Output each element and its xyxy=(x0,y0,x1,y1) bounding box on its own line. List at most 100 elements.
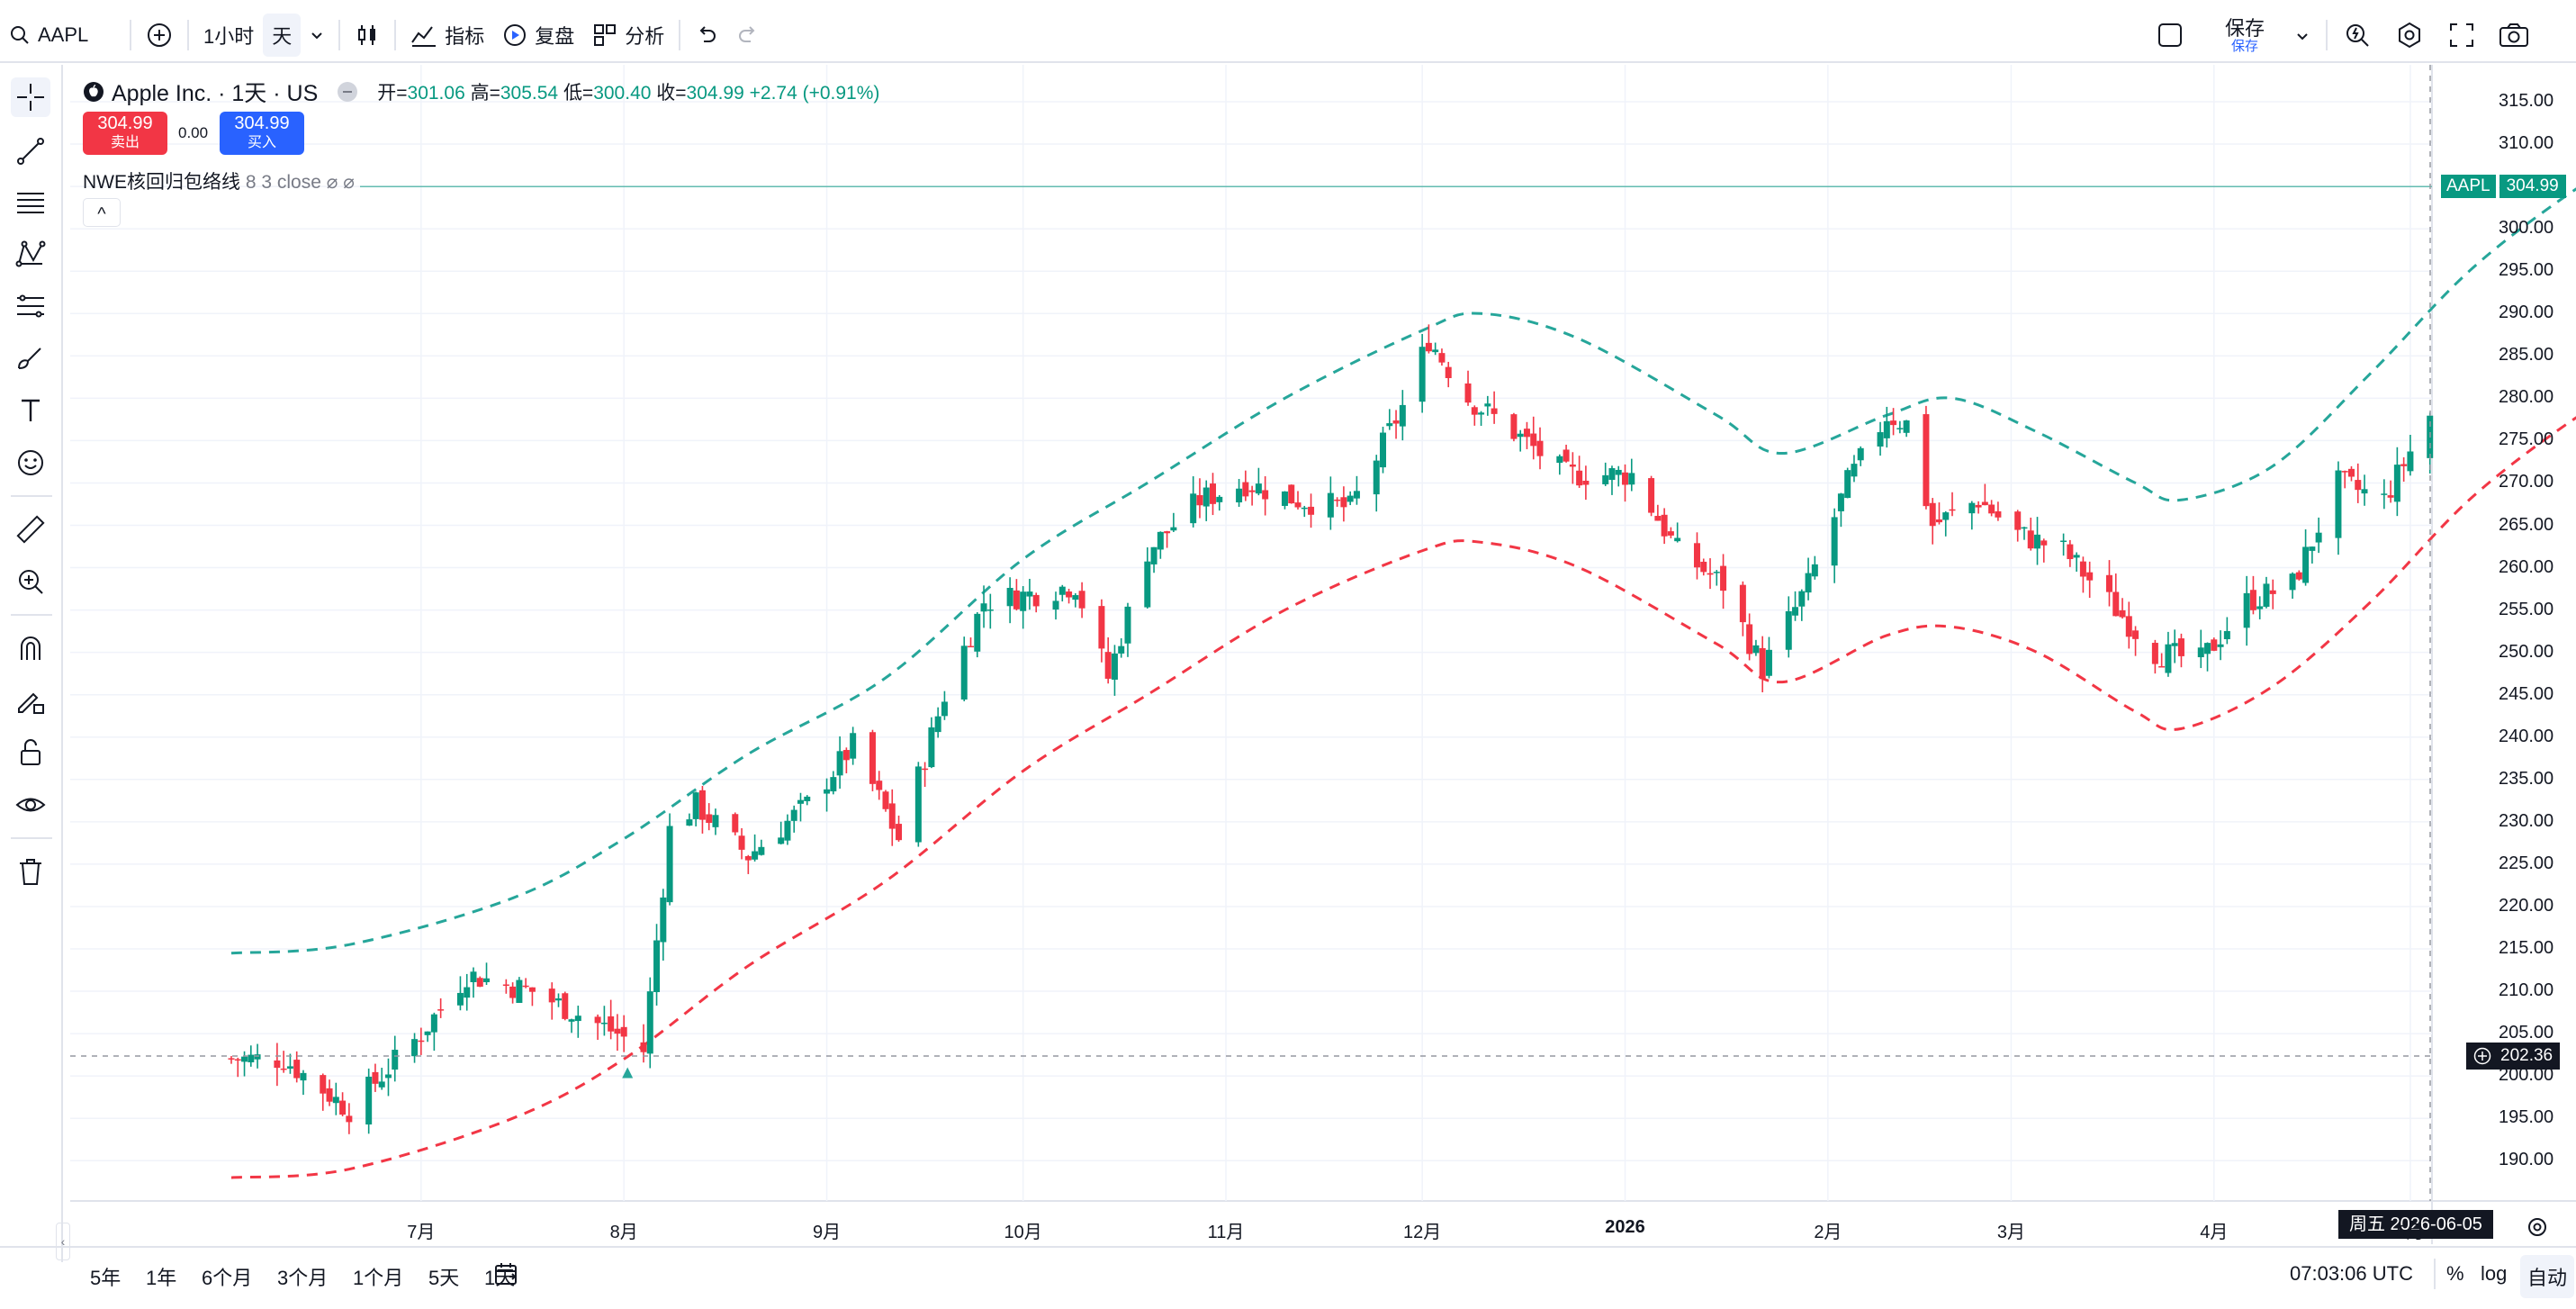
candle-body xyxy=(1929,502,1936,527)
layout-square-icon xyxy=(2157,22,2184,49)
open-label: 开= xyxy=(377,83,408,104)
candle-body xyxy=(797,799,804,804)
interval-dropdown[interactable] xyxy=(301,14,333,57)
indicator-legend[interactable]: NWE核回归包络线 8 3 close ⌀ ⌀ xyxy=(83,167,355,194)
add-alert-icon[interactable] xyxy=(2473,1047,2491,1065)
remove-drawings-tool[interactable] xyxy=(11,852,50,891)
zoom-in-tool[interactable] xyxy=(11,562,50,601)
candle-body xyxy=(234,1059,241,1061)
snapshot-button[interactable] xyxy=(2499,22,2529,49)
horizontal-lines-tool[interactable] xyxy=(11,182,50,221)
save-dropdown[interactable] xyxy=(2295,29,2310,43)
analysis-button[interactable]: 分析 xyxy=(583,14,673,57)
interval-day[interactable]: 天 xyxy=(263,14,302,57)
axis-settings-button[interactable] xyxy=(2526,1215,2549,1239)
price-tick-label: 225.00 xyxy=(2499,853,2554,873)
text-tool[interactable] xyxy=(11,391,50,430)
candle-body xyxy=(2034,534,2041,549)
candle-body xyxy=(1582,480,1590,485)
analysis-icon xyxy=(592,23,617,48)
lock-all-tool[interactable] xyxy=(11,733,50,772)
goto-date-button[interactable] xyxy=(493,1260,520,1287)
range-button[interactable]: 6个月 xyxy=(202,1267,253,1289)
candle-body xyxy=(2315,532,2322,543)
open-value: 301.06 xyxy=(407,83,465,104)
legend-collapse-button[interactable]: ^ xyxy=(83,198,121,227)
symbol-search[interactable]: AAPL xyxy=(0,14,126,57)
compare-symbol-button[interactable] xyxy=(137,14,182,57)
chart-type-button[interactable] xyxy=(346,14,389,57)
candle-body xyxy=(1170,527,1177,531)
change-value: +2.74 (+0.91%) xyxy=(749,83,880,104)
candle-body xyxy=(1654,516,1662,521)
candle-body xyxy=(1124,606,1131,644)
candle-body xyxy=(2269,590,2276,594)
symbol-title[interactable]: Apple Inc. · 1天 · US xyxy=(112,81,319,106)
redo-button[interactable] xyxy=(727,14,769,57)
pattern-tool[interactable] xyxy=(11,234,50,274)
percent-toggle[interactable]: % xyxy=(2446,1262,2464,1285)
candle-body xyxy=(1471,407,1478,415)
candle-body xyxy=(1066,591,1073,598)
candle-body xyxy=(2355,480,2362,491)
brush-tool[interactable] xyxy=(11,339,50,378)
close-label: 收= xyxy=(656,83,687,104)
interval-1h[interactable]: 1小时 xyxy=(194,14,263,57)
layout-toggle-button[interactable] xyxy=(2157,22,2184,49)
utc-time[interactable]: 07:03:06 UTC xyxy=(2290,1262,2413,1285)
candle-body xyxy=(320,1075,327,1094)
undo-icon xyxy=(695,23,718,47)
quick-search-button[interactable] xyxy=(2344,22,2371,49)
magnet-tool[interactable] xyxy=(11,628,50,668)
indicators-button[interactable]: 指标 xyxy=(401,14,493,57)
time-tick-label: 7月 xyxy=(407,1223,436,1242)
candle-body xyxy=(692,792,699,819)
buy-price: 304.99 xyxy=(234,113,290,133)
replay-button[interactable]: 复盘 xyxy=(493,14,583,57)
measure-tool[interactable] xyxy=(11,510,50,549)
lock-drawings-tool[interactable] xyxy=(11,681,50,720)
candle-body xyxy=(1883,420,1890,438)
candle-body xyxy=(968,645,975,648)
price-tick-label: 310.00 xyxy=(2499,133,2554,154)
fib-tool[interactable] xyxy=(11,286,50,326)
range-button[interactable]: 5天 xyxy=(428,1267,460,1289)
fullscreen-button[interactable] xyxy=(2448,22,2475,49)
panel-collapse-handle[interactable]: ‹ xyxy=(56,1223,70,1260)
candle-body xyxy=(2119,609,2126,618)
candle-body xyxy=(378,1081,385,1088)
range-button[interactable]: 5年 xyxy=(90,1267,122,1289)
undo-button[interactable] xyxy=(686,14,727,57)
candle-body xyxy=(1340,497,1347,508)
candle-body xyxy=(1569,465,1576,467)
candle-body xyxy=(1301,507,1308,510)
camera-icon xyxy=(2499,22,2529,49)
buy-button[interactable]: 304.99 买入 xyxy=(220,112,304,155)
range-button[interactable]: 1年 xyxy=(146,1267,177,1289)
crosshair-tool[interactable] xyxy=(11,77,50,117)
brush-icon xyxy=(15,343,46,374)
candle-body xyxy=(2151,643,2158,664)
settings-button[interactable] xyxy=(2396,22,2423,49)
range-button[interactable]: 3个月 xyxy=(277,1267,329,1289)
candle-body xyxy=(1563,449,1570,462)
market-status-dot[interactable] xyxy=(338,82,358,102)
sell-button[interactable]: 304.99 卖出 xyxy=(83,112,167,155)
candle-body xyxy=(1386,423,1393,427)
trend-line-tool[interactable] xyxy=(11,131,50,171)
plot-background xyxy=(70,65,2432,1244)
log-toggle[interactable]: log xyxy=(2481,1262,2508,1285)
candle-body xyxy=(2171,643,2178,646)
hide-drawings-tool[interactable] xyxy=(11,785,50,825)
range-button[interactable]: 1个月 xyxy=(353,1267,404,1289)
candle-body xyxy=(2393,465,2400,502)
time-tick-label: 9月 xyxy=(813,1223,842,1242)
auto-scale-toggle[interactable]: 自动 xyxy=(2520,1255,2575,1298)
emoji-tool[interactable] xyxy=(11,443,50,483)
candle-body xyxy=(286,1066,293,1069)
candle-body xyxy=(1805,573,1812,593)
candle-body xyxy=(1877,432,1884,447)
candle-body xyxy=(2361,489,2368,494)
save-button[interactable]: 保存 保存 xyxy=(2220,18,2270,54)
